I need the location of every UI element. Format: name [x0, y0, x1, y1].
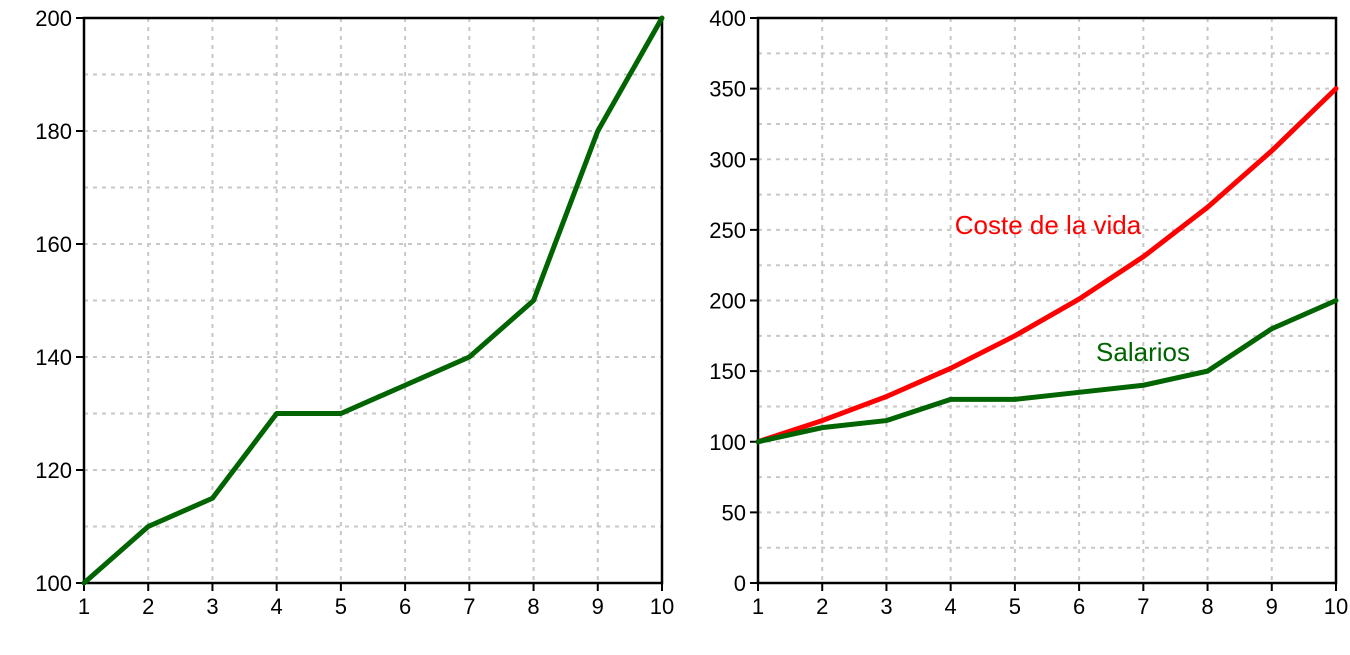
x-tick-label: 6 — [1073, 594, 1085, 619]
y-tick-label: 50 — [722, 500, 746, 525]
x-tick-label: 8 — [527, 594, 539, 619]
x-tick-label: 1 — [78, 594, 90, 619]
x-axis: 1 2 3 4 5 6 7 8 9 10 — [752, 583, 1348, 619]
y-tick-label: 200 — [35, 6, 72, 31]
y-tick-label: 100 — [35, 571, 72, 596]
y-tick-label: 180 — [35, 119, 72, 144]
series-line-1 — [755, 86, 1339, 445]
x-tick-label: 9 — [1266, 594, 1278, 619]
x-tick-label: 1 — [752, 594, 764, 619]
y-tick-label: 300 — [709, 147, 746, 172]
x-tick-label: 5 — [1009, 594, 1021, 619]
y-tick-label: 200 — [709, 289, 746, 314]
x-tick-label: 7 — [1137, 594, 1149, 619]
series-label-2: Salarios — [1096, 337, 1190, 367]
x-tick-label: 10 — [650, 594, 674, 619]
y-tick-label: 160 — [35, 232, 72, 257]
y-tick-label: 140 — [35, 345, 72, 370]
y-tick-label: 150 — [709, 359, 746, 384]
grid — [758, 18, 1336, 583]
x-tick-label: 9 — [592, 594, 604, 619]
grid — [84, 18, 662, 583]
x-tick-label: 4 — [945, 594, 957, 619]
x-tick-label: 3 — [206, 594, 218, 619]
x-tick-label: 2 — [816, 594, 828, 619]
y-tick-label: 120 — [35, 458, 72, 483]
series-line-2 — [755, 298, 1339, 445]
y-tick-label: 100 — [709, 430, 746, 455]
y-tick-label: 250 — [709, 218, 746, 243]
y-axis: 100 120 140 160 180 200 — [35, 6, 84, 596]
series-label-1: Coste de la vida — [955, 210, 1142, 240]
x-axis: 1 2 3 4 5 6 7 8 9 10 — [78, 583, 674, 619]
chart-1: 1 2 3 4 5 6 7 8 9 10 100 120 140 160 180 200 — [35, 6, 674, 619]
x-tick-label: 3 — [880, 594, 892, 619]
y-axis: 0 50 100 150 200 250 300 350 400 — [709, 6, 758, 596]
plot-frame — [82, 16, 664, 585]
x-tick-label: 10 — [1324, 594, 1348, 619]
chart-2: 1 2 3 4 5 6 7 8 9 10050100150200250300350400Coste… — [709, 6, 1348, 619]
x-tick-label: 7 — [463, 594, 475, 619]
y-tick-label: 400 — [709, 6, 746, 31]
y-tick-label: 350 — [709, 77, 746, 102]
series-line-1 — [81, 15, 665, 586]
x-tick-label: 8 — [1201, 594, 1213, 619]
x-tick-label: 6 — [399, 594, 411, 619]
x-tick-label: 2 — [142, 594, 154, 619]
y-tick-label: 0 — [734, 571, 746, 596]
x-tick-label: 5 — [335, 594, 347, 619]
x-tick-label: 4 — [271, 594, 283, 619]
